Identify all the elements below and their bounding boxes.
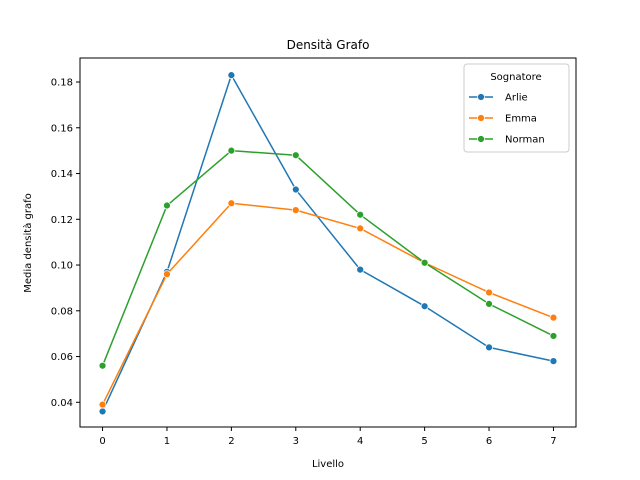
data-point-arlie [98,407,107,416]
series-line-norman [101,149,554,366]
x-tick-label: 4 [357,436,363,447]
legend-marker-arlie [477,93,485,101]
data-point-arlie [227,71,236,80]
series-line-emma [101,202,554,405]
data-point-norman [485,300,493,308]
y-tick-label: 0.06 [51,352,73,363]
data-point-norman [227,146,236,155]
y-tick-label: 0.18 [51,78,73,89]
legend-frame [463,63,570,153]
x-tick-label: 3 [293,436,299,447]
y-tick-label: 0.04 [51,398,73,409]
legend-label-norman: Norman [505,135,545,146]
data-point-emma [485,288,493,297]
data-point-norman [291,151,300,160]
data-point-arlie [420,302,429,311]
data-point-arlie [549,357,558,365]
y-tick-label: 0.14 [51,169,73,180]
data-point-norman [420,258,429,267]
data-point-emma [163,270,171,279]
y-tick-label: 0.08 [51,306,73,317]
x-tick-label: 7 [550,436,556,447]
data-point-norman [98,361,107,370]
x-tick-label: 2 [228,436,234,447]
x-tick-label: 1 [164,436,170,447]
data-point-emma [227,199,236,208]
data-point-arlie [356,265,365,274]
data-point-emma [549,313,558,322]
data-point-emma [98,400,107,409]
x-tick-label: 6 [486,436,492,447]
data-point-norman [163,201,171,210]
plot-area: 0 1 2 3 4 5 6 7 0.04 0.06 0.08 0.10 0.12 0.14 0.16 0.18 [51,57,577,447]
series-line-arlie [101,74,554,412]
legend-title: Sognatore [490,72,541,83]
data-point-arlie [485,343,493,352]
data-point-arlie [291,185,300,194]
legend: Sognatore Arlie Emma Norman [463,63,570,153]
legend-label-arlie: Arlie [505,93,528,104]
y-tick-label: 0.16 [51,123,73,134]
x-tick-label: 5 [421,436,427,447]
data-point-emma [291,206,300,215]
data-point-norman [549,332,558,340]
legend-marker-norman [477,135,485,143]
y-tick-label: 0.12 [51,215,73,226]
y-tick-label: 0.10 [51,261,73,272]
legend-marker-emma [477,114,485,122]
legend-label-emma: Emma [505,114,537,125]
data-point-norman [356,210,365,219]
data-point-emma [356,224,365,233]
plot-frame [79,57,577,428]
chart-title: Densità Grafo [287,38,370,52]
x-axis-label: Livello [312,459,344,470]
y-axis-label: Media densità grafo [22,193,34,293]
x-tick-label: 0 [99,436,105,447]
